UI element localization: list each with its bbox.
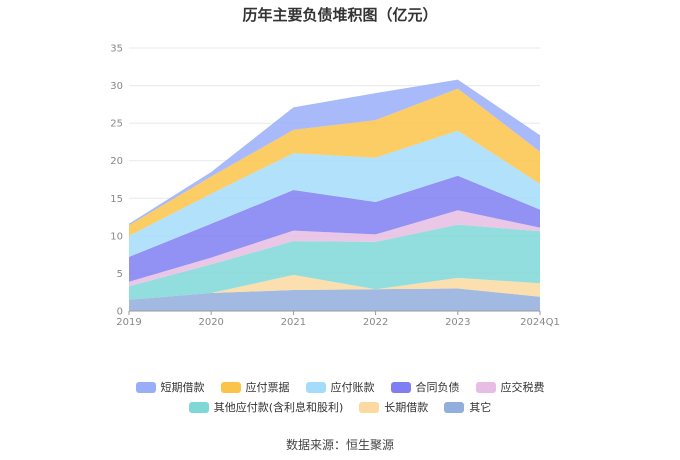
area-series-2 <box>129 224 540 300</box>
legend-swatch <box>444 401 465 413</box>
y-tick-label: 0 <box>117 307 123 318</box>
legend-swatch <box>135 381 156 393</box>
legend-item[interactable]: 应交税费 <box>475 379 545 395</box>
legend-label: 其他应付款(含利息和股利) <box>213 401 344 414</box>
area-series-0 <box>129 288 540 311</box>
x-tick-label: 2023 <box>445 317 470 328</box>
area-series-5 <box>129 130 540 257</box>
area-series-6 <box>129 88 540 236</box>
legend-item[interactable]: 长期借款 <box>359 399 428 415</box>
x-tick-label: 2024Q1 <box>520 317 560 328</box>
legend-label: 应付账款 <box>330 381 375 394</box>
legend-item[interactable]: 应付账款 <box>305 379 375 395</box>
legend-row-2: 其他应付款(含利息和股利) 长期借款 其它 <box>0 399 680 415</box>
x-tick-label: 2022 <box>363 317 388 328</box>
area-series-4 <box>129 175 540 282</box>
area-series-1 <box>129 274 540 300</box>
y-tick-label: 35 <box>110 44 123 55</box>
x-tick-label: 2019 <box>116 317 141 328</box>
y-tick-label: 25 <box>110 119 123 130</box>
legend-swatch <box>305 381 326 393</box>
legend-swatch <box>220 381 241 393</box>
legend-item[interactable]: 应付票据 <box>220 379 290 395</box>
legend-item[interactable]: 短期借款 <box>135 379 205 395</box>
legend-swatch <box>188 401 209 413</box>
area-series-7 <box>129 79 540 226</box>
legend-swatch <box>475 381 496 393</box>
data-source-note: 数据来源：恒生聚源 <box>285 438 394 452</box>
y-tick-label: 20 <box>110 156 123 167</box>
y-tick-label: 15 <box>110 194 123 205</box>
chart-title: 历年主要负债堆积图（亿元） <box>242 6 438 24</box>
legend-label: 短期借款 <box>160 381 205 394</box>
legend-swatch <box>359 401 380 413</box>
axes: 0 5 10 15 20 25 30 35 2019 2020 2021 2022 2023 2024Q1 <box>110 44 560 329</box>
legend-row-1: 短期借款 应付票据 应付账款 合同负债 应交税费 <box>0 379 680 395</box>
y-tick-label: 30 <box>110 81 123 92</box>
legend-swatch <box>390 381 411 393</box>
legend-label: 合同负债 <box>415 381 460 394</box>
y-tick-label: 10 <box>110 231 123 242</box>
legend-label: 长期借款 <box>384 401 429 414</box>
x-tick-label: 2020 <box>198 317 223 328</box>
x-tick-label: 2021 <box>281 317 306 328</box>
y-tick-label: 5 <box>117 269 123 280</box>
legend-item[interactable]: 合同负债 <box>390 379 460 395</box>
legend-label: 其它 <box>469 401 492 414</box>
area-series <box>129 79 540 311</box>
legend-label: 应付票据 <box>245 381 290 394</box>
legend-label: 应交税费 <box>500 381 545 394</box>
legend-item[interactable]: 其它 <box>444 399 491 415</box>
legend-item[interactable]: 其他应付款(含利息和股利) <box>188 399 344 415</box>
